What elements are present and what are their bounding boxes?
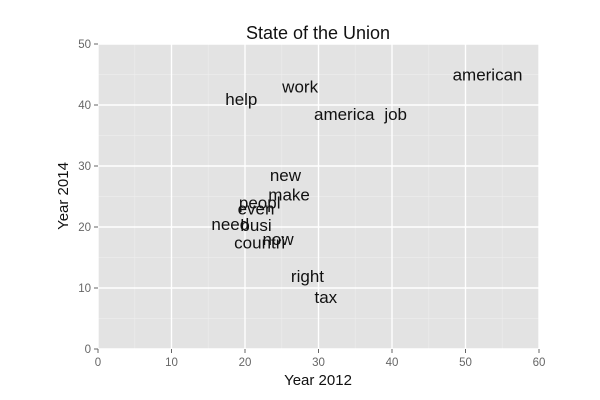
word-point-american: american (453, 66, 523, 85)
x-tick-label: 0 (95, 357, 101, 369)
word-point-tax: tax (315, 288, 338, 307)
axis-ticks: 0 10 20 30 40 50 60 0 10 20 30 40 50 (78, 39, 545, 369)
word-point-job: job (383, 105, 407, 124)
word-point-work: work (281, 78, 318, 97)
x-tick-label: 60 (533, 357, 546, 369)
x-tick-label: 40 (386, 357, 399, 369)
x-tick-label: 20 (239, 357, 252, 369)
x-axis-label: Year 2012 (284, 372, 352, 389)
word-point-now: now (262, 230, 294, 249)
y-tick-label: 50 (78, 39, 91, 51)
word-point-help: help (225, 90, 257, 109)
word-point-peopl: peopl (239, 194, 281, 213)
word-point-countri: countri (234, 233, 285, 252)
word-point-new: new (270, 166, 302, 185)
word-labels: american work help america job newmakepeoplev… (211, 66, 522, 308)
y-tick-label: 20 (78, 222, 91, 234)
y-tick-label: 0 (85, 344, 91, 356)
word-point-america: america (314, 105, 375, 124)
x-tick-label: 50 (459, 357, 472, 369)
y-tick-label: 30 (78, 161, 91, 173)
chart-title: State of the Union (246, 23, 390, 43)
word-point-even: even (238, 200, 275, 219)
word-point-right: right (291, 267, 324, 286)
word-point-busi: busi (240, 216, 271, 235)
y-tick-label: 40 (78, 100, 91, 112)
x-tick-label: 10 (165, 357, 178, 369)
y-tick-label: 10 (78, 283, 91, 295)
y-axis-label: Year 2014 (55, 162, 72, 230)
x-tick-label: 30 (312, 357, 325, 369)
word-point-need: need (211, 215, 249, 234)
word-point-make: make (268, 186, 310, 205)
